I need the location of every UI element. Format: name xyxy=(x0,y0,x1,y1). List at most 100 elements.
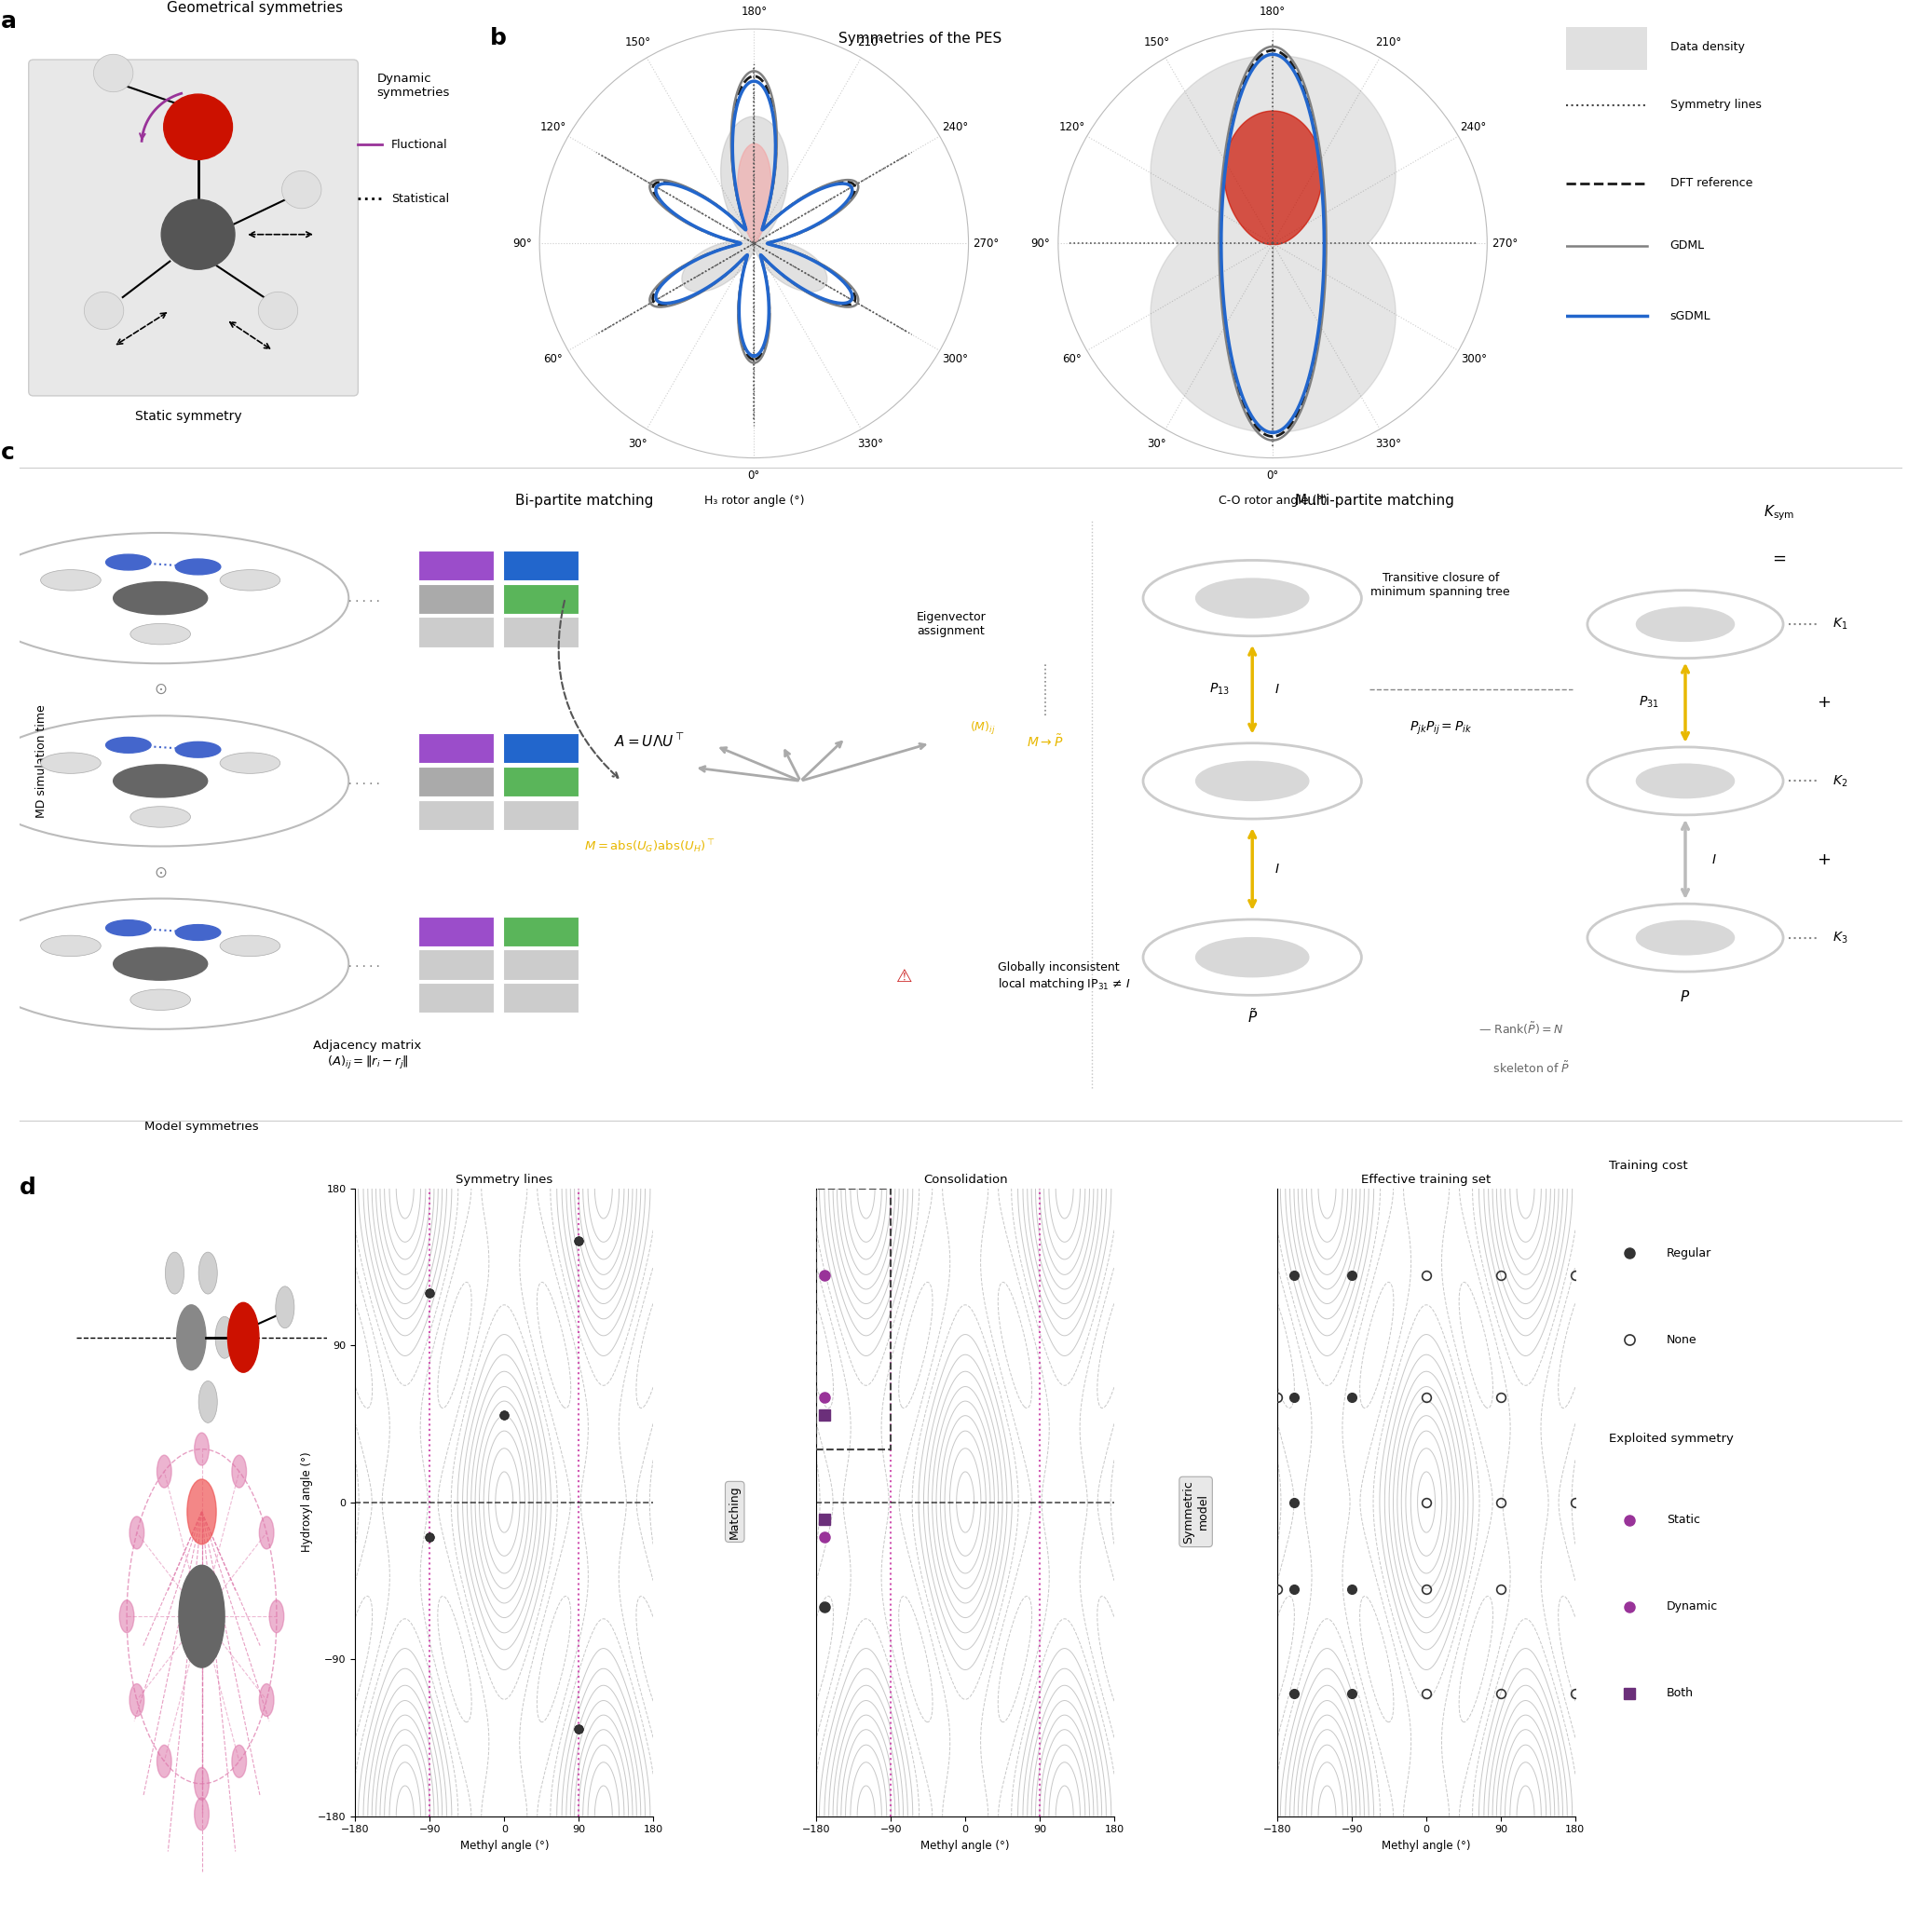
Text: Regular: Regular xyxy=(1666,1248,1712,1260)
FancyBboxPatch shape xyxy=(29,60,357,396)
Bar xyxy=(419,800,494,831)
Text: None: None xyxy=(1666,1333,1696,1347)
Text: $K_1$: $K_1$ xyxy=(1833,616,1848,632)
Circle shape xyxy=(0,715,350,846)
Circle shape xyxy=(129,1517,144,1549)
Circle shape xyxy=(259,1685,275,1716)
Text: $P_{jk}P_{ij} = P_{ik}$: $P_{jk}P_{ij} = P_{ik}$ xyxy=(1410,721,1471,738)
Circle shape xyxy=(198,1252,217,1294)
Circle shape xyxy=(275,1287,294,1327)
Text: Eigenvector
assignment: Eigenvector assignment xyxy=(916,611,985,638)
Circle shape xyxy=(106,920,152,935)
Circle shape xyxy=(158,1745,171,1777)
Text: c: c xyxy=(0,440,13,464)
Circle shape xyxy=(229,1302,259,1372)
Circle shape xyxy=(177,1304,206,1370)
Text: a: a xyxy=(0,10,15,33)
Text: $K_2$: $K_2$ xyxy=(1833,773,1848,788)
Circle shape xyxy=(1143,560,1362,636)
Circle shape xyxy=(40,935,102,956)
Text: Static symmetry: Static symmetry xyxy=(134,410,242,423)
X-axis label: Methyl angle (°): Methyl angle (°) xyxy=(459,1839,549,1851)
Bar xyxy=(419,734,494,763)
Circle shape xyxy=(1143,920,1362,995)
Circle shape xyxy=(1637,922,1735,954)
Circle shape xyxy=(106,554,152,570)
Circle shape xyxy=(85,292,123,330)
Text: GDML: GDML xyxy=(1669,240,1704,251)
Circle shape xyxy=(186,1480,217,1544)
Title: Consolidation: Consolidation xyxy=(924,1173,1007,1186)
Text: Symmetries of the PES: Symmetries of the PES xyxy=(839,31,1001,44)
X-axis label: Methyl angle (°): Methyl angle (°) xyxy=(1381,1839,1471,1851)
Circle shape xyxy=(0,898,350,1030)
Circle shape xyxy=(129,1685,144,1716)
Text: =: = xyxy=(1773,551,1787,568)
Circle shape xyxy=(175,558,221,574)
Text: — Rank$(\tilde{P}) = N$: — Rank$(\tilde{P}) = N$ xyxy=(1479,1020,1564,1037)
Text: ⊙: ⊙ xyxy=(154,864,167,881)
Circle shape xyxy=(1587,748,1783,815)
Circle shape xyxy=(175,742,221,757)
Circle shape xyxy=(219,570,280,591)
Text: $I$: $I$ xyxy=(1276,684,1279,696)
Circle shape xyxy=(113,582,207,614)
Bar xyxy=(419,616,494,647)
Circle shape xyxy=(1587,904,1783,972)
Circle shape xyxy=(1195,578,1308,618)
Bar xyxy=(419,551,494,580)
Text: $(M)_{ij}$: $(M)_{ij}$ xyxy=(970,721,995,738)
Text: +: + xyxy=(1817,850,1831,867)
Circle shape xyxy=(198,1381,217,1422)
Circle shape xyxy=(40,570,102,591)
Bar xyxy=(503,800,578,831)
Circle shape xyxy=(131,989,190,1010)
Text: Matching: Matching xyxy=(728,1486,742,1538)
X-axis label: C-O rotor angle (°): C-O rotor angle (°) xyxy=(1218,495,1327,506)
Bar xyxy=(419,983,494,1012)
Bar xyxy=(503,551,578,580)
Bar xyxy=(419,767,494,796)
Text: $M = \mathrm{abs}(U_G)\mathrm{abs}(U_H)^\top$: $M = \mathrm{abs}(U_G)\mathrm{abs}(U_H)^… xyxy=(584,838,715,854)
Circle shape xyxy=(131,624,190,645)
Text: $\tilde{P}$: $\tilde{P}$ xyxy=(1247,1007,1258,1026)
Bar xyxy=(503,616,578,647)
Text: ⊙: ⊙ xyxy=(154,682,167,697)
Text: Dynamic: Dynamic xyxy=(1666,1600,1717,1613)
Text: sGDML: sGDML xyxy=(1669,309,1712,323)
Text: .....: ..... xyxy=(346,775,380,786)
Bar xyxy=(503,916,578,947)
Circle shape xyxy=(131,806,190,827)
Circle shape xyxy=(194,1434,209,1464)
Circle shape xyxy=(1637,763,1735,798)
Text: Globally inconsistent
local matching IP$_{31}$ ≠ $I$: Globally inconsistent local matching IP$… xyxy=(999,962,1131,991)
Bar xyxy=(419,583,494,614)
Bar xyxy=(503,583,578,614)
Text: Training cost: Training cost xyxy=(1608,1159,1689,1173)
Bar xyxy=(503,734,578,763)
Circle shape xyxy=(165,1252,184,1294)
Text: $K_\mathrm{sym}$: $K_\mathrm{sym}$ xyxy=(1763,504,1794,524)
Circle shape xyxy=(94,54,133,93)
Text: $A = U\Lambda U^\top$: $A = U\Lambda U^\top$ xyxy=(615,734,686,750)
Circle shape xyxy=(219,753,280,773)
X-axis label: Methyl angle (°): Methyl angle (°) xyxy=(920,1839,1010,1851)
Text: Data density: Data density xyxy=(1669,41,1744,52)
FancyBboxPatch shape xyxy=(1566,27,1648,70)
Circle shape xyxy=(1143,744,1362,819)
Circle shape xyxy=(194,1797,209,1830)
Circle shape xyxy=(163,95,232,160)
Text: Exploited symmetry: Exploited symmetry xyxy=(1608,1434,1733,1445)
Circle shape xyxy=(40,753,102,773)
Bar xyxy=(503,949,578,980)
Text: .....: ..... xyxy=(346,591,380,605)
Circle shape xyxy=(215,1316,234,1358)
Circle shape xyxy=(175,925,221,941)
Text: ⚠: ⚠ xyxy=(895,968,912,985)
Text: Fluctional: Fluctional xyxy=(392,139,448,151)
Text: $P_{31}$: $P_{31}$ xyxy=(1639,696,1660,711)
Circle shape xyxy=(119,1600,134,1633)
Circle shape xyxy=(179,1565,225,1667)
X-axis label: H₃ rotor angle (°): H₃ rotor angle (°) xyxy=(703,495,805,506)
Text: $P$: $P$ xyxy=(1681,989,1690,1005)
